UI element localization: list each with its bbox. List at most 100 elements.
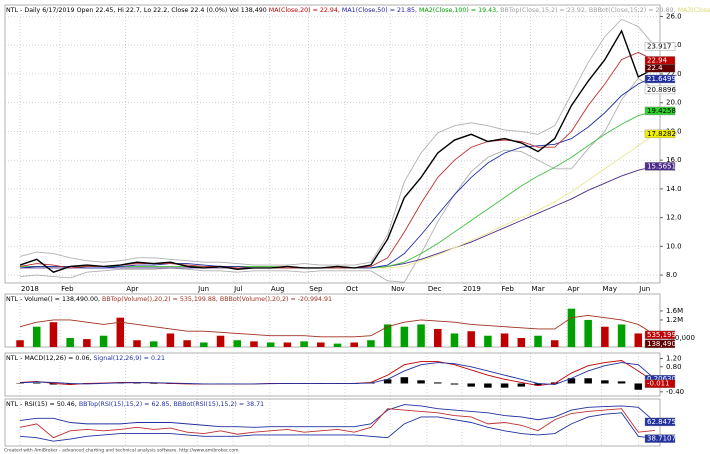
bar <box>617 324 626 347</box>
bar <box>434 382 442 384</box>
bar <box>183 340 191 347</box>
bar <box>350 342 358 347</box>
bar <box>66 337 74 347</box>
bar <box>484 335 492 347</box>
value-box <box>644 330 676 340</box>
value-box-label: 15.5651 <box>647 162 676 170</box>
footer: Created with AmiBroker - advanced charti… <box>4 448 238 454</box>
x-tick-label: May <box>603 285 617 293</box>
value-box <box>644 64 676 73</box>
series-line <box>20 362 656 385</box>
y-tick-label: 12.0 <box>666 214 682 222</box>
header-part: NTL - MACD(12,26) = 0.06, <box>6 355 93 362</box>
bar <box>484 383 492 388</box>
bar <box>383 324 392 347</box>
bar <box>49 383 58 385</box>
bar <box>601 326 609 347</box>
y-tick-label: 0.80 <box>666 363 682 371</box>
bar <box>450 383 459 385</box>
bar <box>467 383 475 387</box>
bar <box>534 383 542 386</box>
y-tick-label: 8.0 <box>666 271 677 279</box>
bar <box>517 337 526 347</box>
bar <box>450 333 459 347</box>
bar <box>567 378 576 384</box>
bar <box>584 319 592 347</box>
x-tick-label: Mar <box>532 285 545 293</box>
y-tick-label: 1.2M <box>666 316 683 324</box>
series-line <box>20 412 656 442</box>
value-box <box>644 74 676 84</box>
bar <box>133 340 141 347</box>
bar <box>417 380 425 384</box>
bar <box>400 326 409 347</box>
bar <box>283 342 292 347</box>
value-box-label: 22.94 <box>647 56 668 64</box>
value-box-label: 62.8475 <box>647 418 676 426</box>
y-tick-label: 10.0 <box>666 242 682 250</box>
x-tick-label: Apr <box>567 285 579 293</box>
bar <box>383 379 392 384</box>
header-part: BBBot(RSI(15),15,2) = 38.71 <box>173 401 264 408</box>
bar <box>32 382 41 384</box>
bar <box>99 335 108 347</box>
header-part: BBTop(Close,15,2) = 23.92, <box>500 7 589 14</box>
x-tick-label: Aug <box>271 285 285 293</box>
value-box-label: 23.917 <box>647 42 672 50</box>
bar <box>66 383 74 385</box>
bar <box>83 339 91 347</box>
y-tick-label: 26.0 <box>666 12 682 20</box>
value-box-label: 20.8896 <box>647 86 676 94</box>
header-part: BBBot(Volume(),20,2) = -20,994.91 <box>220 296 332 303</box>
bar <box>617 381 626 384</box>
x-tick-label: Feb <box>61 285 74 293</box>
bar <box>166 333 175 347</box>
header-part: NTL - Daily 6/17/2019 Open 22.45, Hi 22.… <box>6 7 269 14</box>
header-part: MA1(Close,50) = 21.85, <box>342 7 419 14</box>
panel-frame <box>4 293 661 348</box>
bar <box>216 335 225 347</box>
header-part: BBTop(RSI(15),15,2) = 62.85, <box>79 401 174 408</box>
x-tick-label: Dec <box>428 285 442 293</box>
bar <box>634 333 643 347</box>
value-box <box>644 106 676 116</box>
bar <box>49 322 58 347</box>
series-line <box>19 404 656 428</box>
value-box <box>644 417 676 427</box>
panel-frame <box>4 4 661 284</box>
bar <box>32 326 41 347</box>
value-box-label: 19.4258 <box>647 107 676 115</box>
x-tick-label: Apr <box>126 285 138 293</box>
value-box <box>644 85 676 95</box>
bar <box>367 340 375 347</box>
bar <box>500 333 509 347</box>
series-line <box>20 77 656 283</box>
value-box-label: 535,199.88 <box>647 331 687 339</box>
header-part: BBTop(Volume(),20,2) = 535,199.88, <box>102 296 220 303</box>
series-line <box>19 314 656 338</box>
bar <box>250 341 258 347</box>
panel-header: NTL - MACD(12,26) = 0.06, Signal(12,26,9… <box>6 355 165 362</box>
panel-header: NTL - Volume() = 138,490.00, BBTop(Volum… <box>6 296 332 303</box>
header-part: Signal(12,26,9) = 0.21 <box>93 355 165 362</box>
value-box <box>644 129 676 139</box>
panel-header: NTL - Daily 6/17/2019 Open 22.45, Hi 22.… <box>6 7 710 14</box>
y-tick-label: 22.0 <box>666 70 682 78</box>
value-box-label: 138,490 <box>647 340 676 348</box>
header-part: BBBot(Close,15,2) = 20.89, <box>589 7 678 14</box>
header-part: MA2(Close,100) = 19.43, <box>419 7 500 14</box>
bar <box>116 317 125 347</box>
bar <box>584 378 592 384</box>
bar <box>434 328 442 347</box>
series-line <box>19 408 656 439</box>
header-part: MA(Close,20) = 22.94, <box>269 7 342 14</box>
bar <box>467 331 475 347</box>
bar <box>550 340 559 347</box>
bar <box>601 380 609 384</box>
bar <box>534 335 542 347</box>
value-box-label: 17.8282 <box>647 130 676 138</box>
x-tick-label: Sep <box>309 285 323 293</box>
bar <box>266 342 275 347</box>
header-part: MA3(Close,150) <box>678 7 710 14</box>
